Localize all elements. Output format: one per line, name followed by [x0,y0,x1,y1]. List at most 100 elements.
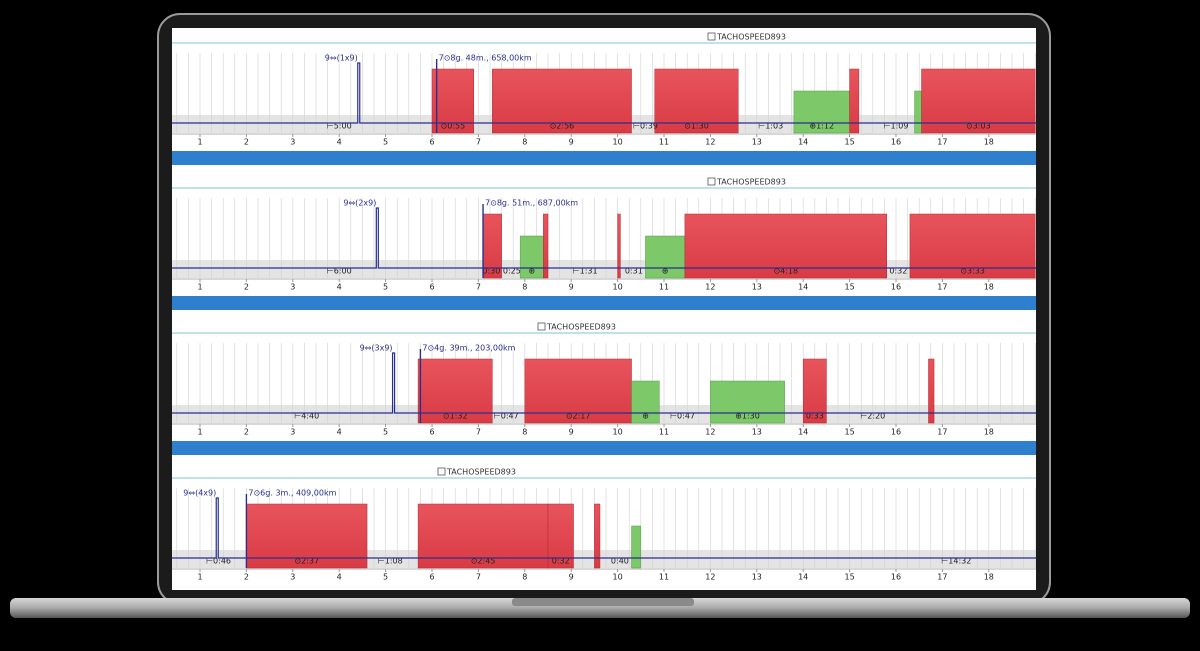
hour-label: 14 [798,138,808,147]
hour-label: 11 [659,573,669,582]
driving-block [417,503,549,569]
hour-label: 3 [290,138,295,147]
hour-label: 2 [244,428,249,437]
segment-label: 0:33 [806,412,824,421]
hour-label: 9 [569,573,574,582]
hour-label: 7 [476,138,481,147]
work-block [710,380,785,424]
trip-note: 7⊙4g. 39m., 203,00km [422,344,515,353]
hour-label: 15 [845,283,855,292]
hour-label: 10 [613,573,623,582]
hour-label: 4 [337,573,342,582]
hour-label: 1 [197,573,202,582]
segment-label: ⊙2:45 [471,557,496,566]
hour-label: 10 [613,138,623,147]
hour-label: 13 [752,283,762,292]
hour-label: 16 [891,138,901,147]
duration-label: ⊢1:09 [884,122,909,131]
segment-label: ⊙2:37 [294,557,319,566]
hour-label: 7 [476,573,481,582]
hour-label: 6 [429,573,434,582]
duration-label: 0:31 [625,267,643,276]
hour-label: 11 [659,428,669,437]
title-icon [537,322,546,331]
duration-label: 0:30 0:25 [482,267,520,276]
rest-note: 9⇔(2x9) [343,199,376,208]
tacho-panel: TACHOSPEED893 ⊙1:32 ⊙2:17 ⊕ ⊕1:30 0:33 ⊢4:40 ⊢0… [172,322,1036,455]
driving-block [921,68,1036,134]
duration-label: 0:32 [889,267,907,276]
trip-note: 7⊙8g. 48m., 658,00km [439,54,532,63]
hour-label: 15 [845,573,855,582]
hour-label: 18 [984,283,994,292]
segment-label: ⊕1:30 [735,412,760,421]
activity-line [172,62,1036,124]
title-icon [707,32,716,41]
driving-block [547,503,574,569]
hour-label: 8 [522,428,527,437]
hour-label: 7 [476,283,481,292]
separator-band [172,441,1036,455]
title-icon [707,177,716,186]
rest-note: 9⇔(1x9) [325,54,358,63]
hour-label: 18 [984,138,994,147]
duration-label: ⊢0:39 [633,122,658,131]
driving-block [654,68,739,134]
tacho-panel: TACHOSPEED893 ⊙0:55 ⊙2:56 ⊙1:30 ⊕1:12 ⊙3:03 ⊢5… [172,32,1036,165]
activity-line [172,497,1036,559]
hour-label: 14 [798,283,808,292]
segment-label: ⊕ [642,412,649,421]
work-block [631,380,660,424]
hour-label: 6 [429,283,434,292]
driving-block [684,213,887,279]
panel-title: TACHOSPEED893 [716,178,786,187]
hour-label: 2 [244,573,249,582]
work-block [645,235,686,279]
panels: TACHOSPEED893 ⊙0:55 ⊙2:56 ⊙1:30 ⊕1:12 ⊙3:03 ⊢5… [172,33,1036,582]
duration-label: 0:40 [611,557,629,566]
hour-label: 8 [522,138,527,147]
duration-label: ⊢6:00 [327,267,352,276]
work-block [793,90,850,134]
hour-label: 5 [383,138,388,147]
laptop-notch [512,598,694,606]
driving-block [492,68,632,134]
driving-block [802,358,827,424]
segment-label: ⊙2:56 [550,122,575,131]
driving-block [909,213,1036,279]
hour-label: 5 [383,283,388,292]
hour-label: 4 [337,283,342,292]
hour-label: 16 [891,573,901,582]
duration-label: ⊢2:20 [860,412,885,421]
hour-label: 16 [891,283,901,292]
duration-label: ⊢0:46 [206,557,231,566]
hour-label: 15 [845,138,855,147]
segment-label: ⊕ [528,267,535,276]
driving-block [928,358,935,424]
hour-label: 4 [337,138,342,147]
hour-label: 10 [613,283,623,292]
hour-label: 5 [383,428,388,437]
hour-label: 4 [337,428,342,437]
hour-label: 13 [752,138,762,147]
tacho-panel: TACHOSPEED893 ⊕ ⊕ ⊙4:18 ⊙3:33 ⊢6:00 0:30 0:25 ⊢… [172,177,1036,310]
hour-label: 17 [937,138,947,147]
segment-label: ⊙1:32 [443,412,468,421]
duration-label: ⊢0:47 [494,412,519,421]
duration-label: ⊢4:40 [294,412,319,421]
segment-label: ⊙4:18 [773,267,798,276]
laptop-base [10,598,1190,618]
segment-label: ⊙2:17 [566,412,591,421]
title-icon [437,467,446,476]
segment-label: ⊙3:33 [960,267,985,276]
hour-label: 12 [705,573,715,582]
hour-label: 12 [705,283,715,292]
hour-label: 6 [429,428,434,437]
rest-note: 9⇔(4x9) [183,489,216,498]
work-block [631,525,642,569]
hour-label: 11 [659,283,669,292]
panel-title: TACHOSPEED893 [716,33,786,42]
segment-label: ⊕1:12 [809,122,834,131]
segment-label: ⊕ [662,267,669,276]
